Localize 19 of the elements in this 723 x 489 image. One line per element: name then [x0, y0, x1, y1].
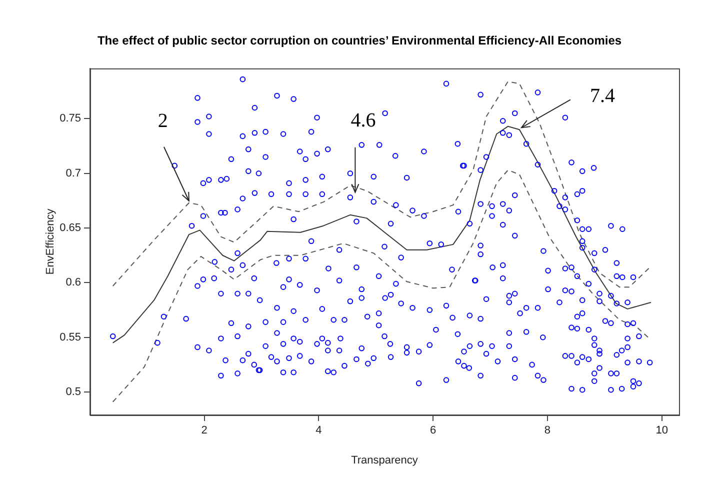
y-axis-title: EnvEfficiency	[44, 208, 57, 275]
y-tick-label: 0.55	[60, 331, 81, 344]
annotation: 7.4	[590, 84, 615, 107]
x-tick-label: 6	[430, 424, 436, 437]
y-tick-label: 0.65	[60, 222, 81, 234]
x-tick-label: 2	[201, 424, 208, 437]
line-series	[112, 170, 650, 402]
y-tick-label: 0.7	[66, 167, 81, 180]
y-tick-label: 0.75	[60, 112, 81, 125]
line-series	[112, 81, 652, 288]
y-tick-label: 0.5	[66, 386, 81, 398]
chart-title: The effect of public sector corruption on countries’ Environmental Efficiency-All Economies	[97, 34, 622, 48]
annotation: 2	[158, 110, 168, 132]
x-tick-label: 10	[656, 424, 668, 437]
x-tick-label: 4	[316, 424, 322, 437]
x-tick-label: 8	[544, 424, 551, 437]
y-tick-label: 0.6	[66, 276, 81, 289]
x-axis-title: Transparency	[351, 454, 418, 466]
annotation: 4.6	[350, 110, 376, 132]
